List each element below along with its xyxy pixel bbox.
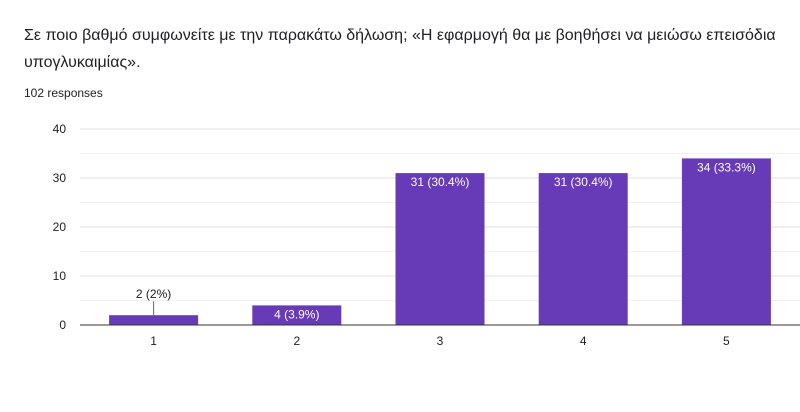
y-tick-label: 10 xyxy=(53,269,67,283)
data-label: 34 (33.3%) xyxy=(697,160,756,174)
bar xyxy=(538,173,628,325)
y-tick-label: 40 xyxy=(53,122,67,136)
data-label: 31 (30.4%) xyxy=(411,175,470,189)
y-tick-label: 20 xyxy=(53,220,67,234)
x-tick-label: 2 xyxy=(293,334,300,348)
bar xyxy=(395,173,485,325)
data-label: 31 (30.4%) xyxy=(554,175,613,189)
x-tick-label: 3 xyxy=(437,334,444,348)
data-label: 4 (3.9%) xyxy=(274,307,319,321)
response-count: 102 responses xyxy=(24,86,103,100)
data-label: 2 (2%) xyxy=(136,287,171,301)
question-title: Σε ποιο βαθμό συμφωνείτε με την παρακάτω… xyxy=(24,27,776,71)
y-tick-label: 0 xyxy=(59,318,66,332)
bar xyxy=(681,158,771,325)
x-tick-label: 4 xyxy=(580,334,587,348)
x-tick-label: 5 xyxy=(723,334,730,348)
question-header: Σε ποιο βαθμό συμφωνείτε με την παρακάτω… xyxy=(24,22,794,101)
bar xyxy=(109,315,199,325)
x-tick-label: 1 xyxy=(150,334,157,348)
bar xyxy=(252,305,342,325)
y-tick-label: 30 xyxy=(53,171,67,185)
